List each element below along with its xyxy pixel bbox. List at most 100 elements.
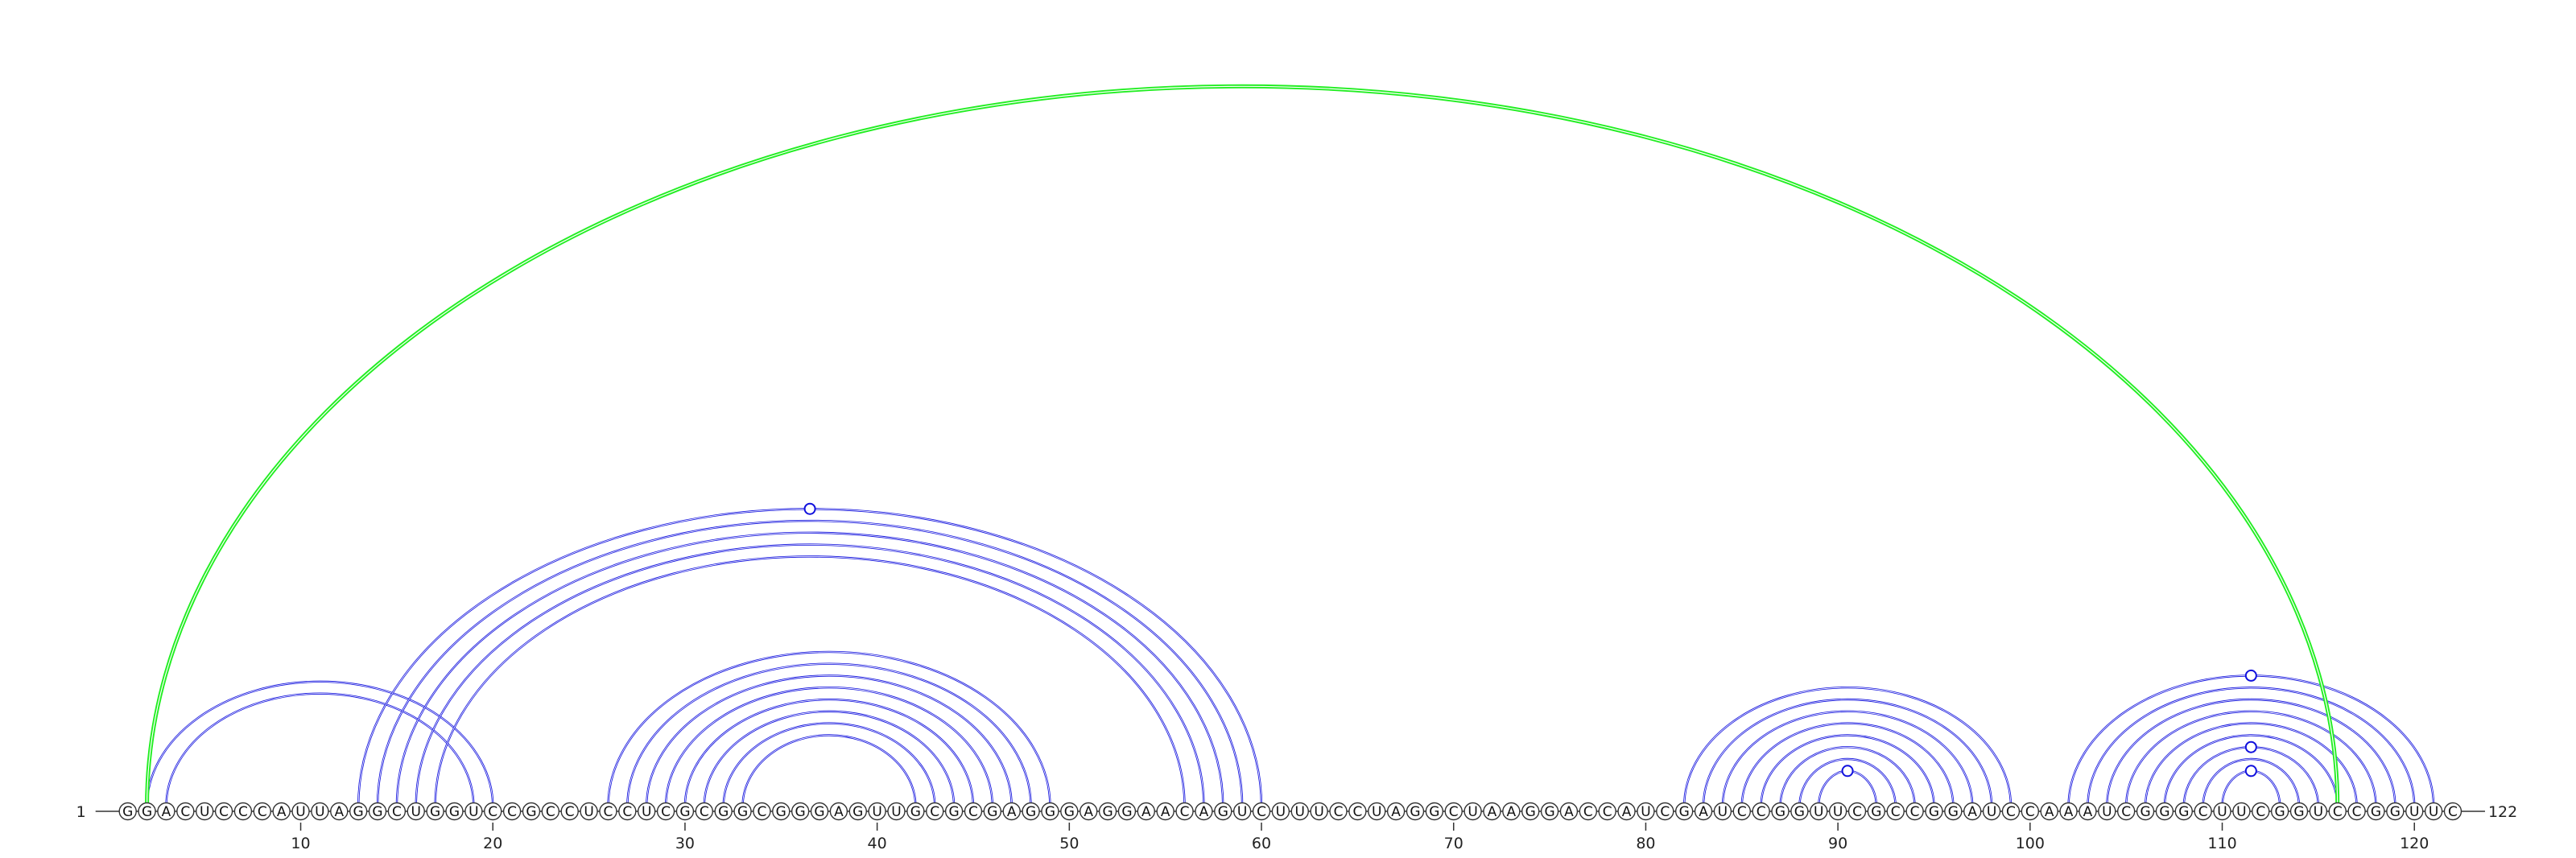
- nucleotide: A: [1002, 802, 1021, 821]
- base-pair-arc-highlight: [166, 693, 474, 807]
- nucleotide-circle: [349, 802, 368, 821]
- nucleotide-circle: [1559, 802, 1579, 821]
- nucleotide-circle: [1098, 802, 1117, 821]
- nucleotide-circle: [176, 802, 195, 821]
- nucleotide-circle: [118, 802, 137, 821]
- base-pair-arc-highlight: [723, 723, 935, 807]
- nucleotide-letter: C: [507, 804, 517, 820]
- nucleotide-letter: U: [411, 804, 421, 820]
- nucleotide-letter: C: [2006, 804, 2016, 820]
- nucleotide-letter: G: [2390, 804, 2401, 820]
- nucleotide-letter: U: [1833, 804, 1843, 820]
- nucleotide-circle: [1752, 802, 1770, 821]
- nucleotide-circle: [2405, 802, 2424, 821]
- nucleotide-circle: [1329, 802, 1348, 821]
- nucleotide: G: [1521, 802, 1540, 821]
- nucleotide-circle: [195, 802, 214, 821]
- nucleotide: C: [253, 802, 271, 821]
- nucleotide-letter: U: [872, 804, 881, 820]
- nucleotide-letter: U: [1814, 804, 1823, 820]
- nucleotide-letter: C: [1352, 804, 1362, 820]
- nucleotide-circle: [1886, 802, 1905, 821]
- nucleotide-circle: [1502, 802, 1521, 821]
- nucleotide: U: [1828, 802, 1847, 821]
- nucleotide-letter: A: [1967, 804, 1977, 820]
- nucleotide: U: [1982, 802, 2001, 821]
- nucleotide: C: [1329, 802, 1348, 821]
- nucleotide: U: [1310, 802, 1328, 821]
- nucleotide: U: [868, 802, 886, 821]
- nucleotide-letter: C: [180, 804, 190, 820]
- nucleotide-circle: [1406, 802, 1425, 821]
- nucleotide-circle: [2213, 802, 2231, 821]
- nucleotide-circle: [1579, 802, 1598, 821]
- nucleotide: A: [1386, 802, 1406, 821]
- nucleotide-letter: C: [757, 804, 766, 820]
- nucleotide: G: [426, 802, 444, 821]
- nucleotide-circle: [407, 802, 425, 821]
- nucleotide-letter: C: [2121, 804, 2131, 820]
- nucleotide-letter: G: [1871, 804, 1881, 820]
- nucleotide: G: [2386, 802, 2405, 821]
- nucleotide-circle: [1425, 802, 1444, 821]
- base-pair-arc-highlight: [2145, 723, 2358, 807]
- nucleotide-circle: [1810, 802, 1828, 821]
- nucleotide-letter: U: [2236, 804, 2246, 820]
- nucleotide-letter: C: [2448, 804, 2458, 820]
- nucleotide-letter: G: [1026, 804, 1036, 820]
- nucleotide-letter: G: [1218, 804, 1228, 820]
- base-pair-arc-highlight: [646, 675, 1013, 807]
- nucleotide-letter: G: [122, 804, 133, 820]
- nucleotide: C: [541, 802, 560, 821]
- nucleotide-letter: A: [1622, 804, 1632, 820]
- base-pair-arc: [395, 531, 1224, 807]
- nucleotide-letter: C: [392, 804, 402, 820]
- base-pair-arc-highlight: [1722, 711, 1973, 807]
- nucleotide-letter: A: [1007, 804, 1017, 820]
- base-pair-arc: [683, 698, 975, 807]
- nucleotide-letter: C: [219, 804, 229, 820]
- nucleotide: G: [1425, 802, 1444, 821]
- nucleotide-circle: [1310, 802, 1328, 821]
- nucleotide: U: [637, 802, 656, 821]
- base-pair-arc-highlight: [1741, 723, 1954, 807]
- nucleotide-circle: [311, 802, 329, 821]
- nucleotide: U: [2098, 802, 2116, 821]
- nucleotide-circle: [560, 802, 579, 821]
- nucleotide-letter: G: [1794, 804, 1805, 820]
- nucleotide-circle: [2252, 802, 2270, 821]
- base-pair-arc-highlight: [377, 520, 1243, 807]
- nucleotide-circle: [1386, 802, 1406, 821]
- nucleotide-letter: C: [2025, 804, 2035, 820]
- nucleotide: G: [675, 802, 695, 821]
- base-pair-arc: [146, 680, 494, 807]
- nucleotide-letter: U: [1468, 804, 1477, 820]
- nucleotide-circle: [1982, 802, 2001, 821]
- nucleotide: U: [407, 802, 425, 821]
- nucleotide-letter: G: [449, 804, 460, 820]
- nucleotide-letter: U: [642, 804, 651, 820]
- nucleotide-circle: [2155, 802, 2174, 821]
- nucleotide-circle: [1905, 802, 1924, 821]
- nucleotide-letter: A: [1564, 804, 1574, 820]
- nucleotide-circle: [464, 802, 483, 821]
- nucleotide-circle: [272, 802, 291, 821]
- nucleotide-letter: G: [949, 804, 960, 820]
- nucleotide: G: [1022, 802, 1040, 821]
- nucleotide: A: [1559, 802, 1579, 821]
- base-pair-arc-highlight: [1780, 746, 1916, 807]
- base-pair-arc-highlight: [608, 651, 1051, 807]
- nucleotide-circle: [714, 802, 733, 821]
- nucleotide: C: [2001, 802, 2021, 821]
- nucleotide-letter: C: [661, 804, 671, 820]
- non-canonical-pair-marker: [2244, 669, 2257, 682]
- nucleotide-circle: [599, 802, 617, 821]
- nucleotide: U: [2424, 802, 2443, 821]
- sequence-start-label: 1: [76, 803, 86, 821]
- nucleotide-circle: [2040, 802, 2058, 821]
- nucleotide-letter: C: [565, 804, 575, 820]
- position-ticks: 10 20 30 40 50 60 70 80 90 100 110 120: [291, 823, 2429, 852]
- nucleotide: U: [1232, 802, 1252, 821]
- base-pair-arc-highlight: [2164, 735, 2339, 807]
- nucleotide: U: [2309, 802, 2328, 821]
